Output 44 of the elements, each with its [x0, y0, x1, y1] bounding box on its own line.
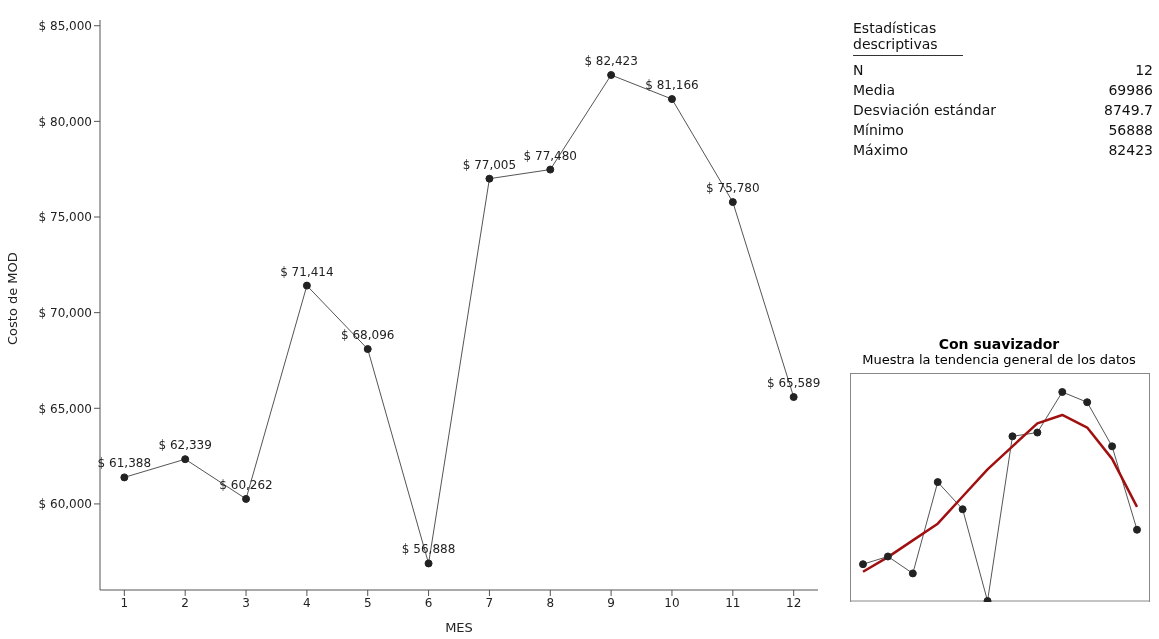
data-label: 12 — [1135, 61, 1153, 80]
y-tick-label: $ 70,000 — [38, 305, 92, 320]
y-tick-label: $ 60,000 — [38, 497, 92, 512]
x-tick-label: 1 — [120, 595, 129, 610]
data-label: $ 61,388 — [97, 456, 152, 471]
x-tick-label: 4 — [303, 595, 311, 610]
data-label: $ 71,414 — [280, 264, 334, 279]
data-label: 56888 — [1108, 121, 1153, 140]
data-label: 82423 — [1108, 141, 1153, 160]
data-label: $ 77,005 — [462, 157, 517, 172]
data-label: $ 81,166 — [645, 78, 699, 93]
x-tick-label: 9 — [607, 595, 615, 610]
chart-subtitle: Muestra la tendencia general de los datos — [861, 352, 1137, 367]
x-tick-label: 8 — [546, 595, 555, 610]
x-tick-label: 5 — [363, 595, 372, 610]
y-tick-label: $ 80,000 — [38, 114, 92, 129]
category-label: Mínimo — [853, 121, 904, 140]
x-tick-label: 3 — [242, 595, 250, 610]
x-tick-label: 7 — [485, 595, 494, 610]
text: Estadísticas descriptivas — [853, 20, 963, 56]
data-label: 69986 — [1108, 81, 1153, 100]
data-label: $ 56,888 — [401, 542, 456, 557]
chart-title: Con suavizador — [937, 336, 1061, 352]
data-label: $ 75,780 — [706, 181, 760, 196]
y-tick-label: $ 85,000 — [38, 19, 92, 33]
data-label: $ 77,480 — [523, 148, 577, 163]
x-tick-label: 11 — [725, 595, 741, 610]
data-label: 8749.7 — [1104, 101, 1153, 120]
data-label: $ 60,262 — [219, 477, 273, 492]
data-label: $ 68,096 — [341, 328, 395, 343]
data-label: $ 65,589 — [766, 376, 821, 391]
data-label: $ 62,339 — [158, 438, 212, 453]
category-label: Máximo — [853, 141, 909, 160]
category-label: N — [853, 61, 864, 80]
x-tick-label: 10 — [664, 595, 680, 610]
category-label: Desviación estándar — [853, 101, 996, 120]
category-label: Media — [853, 81, 896, 100]
x-axis-title: MES — [445, 620, 473, 635]
y-tick-label: $ 65,000 — [38, 401, 92, 416]
x-tick-label: 2 — [181, 595, 190, 610]
y-tick-label: $ 75,000 — [38, 210, 92, 225]
x-tick-label: 12 — [786, 595, 802, 610]
x-tick-label: 6 — [424, 595, 433, 610]
data-label: $ 82,423 — [584, 54, 638, 69]
